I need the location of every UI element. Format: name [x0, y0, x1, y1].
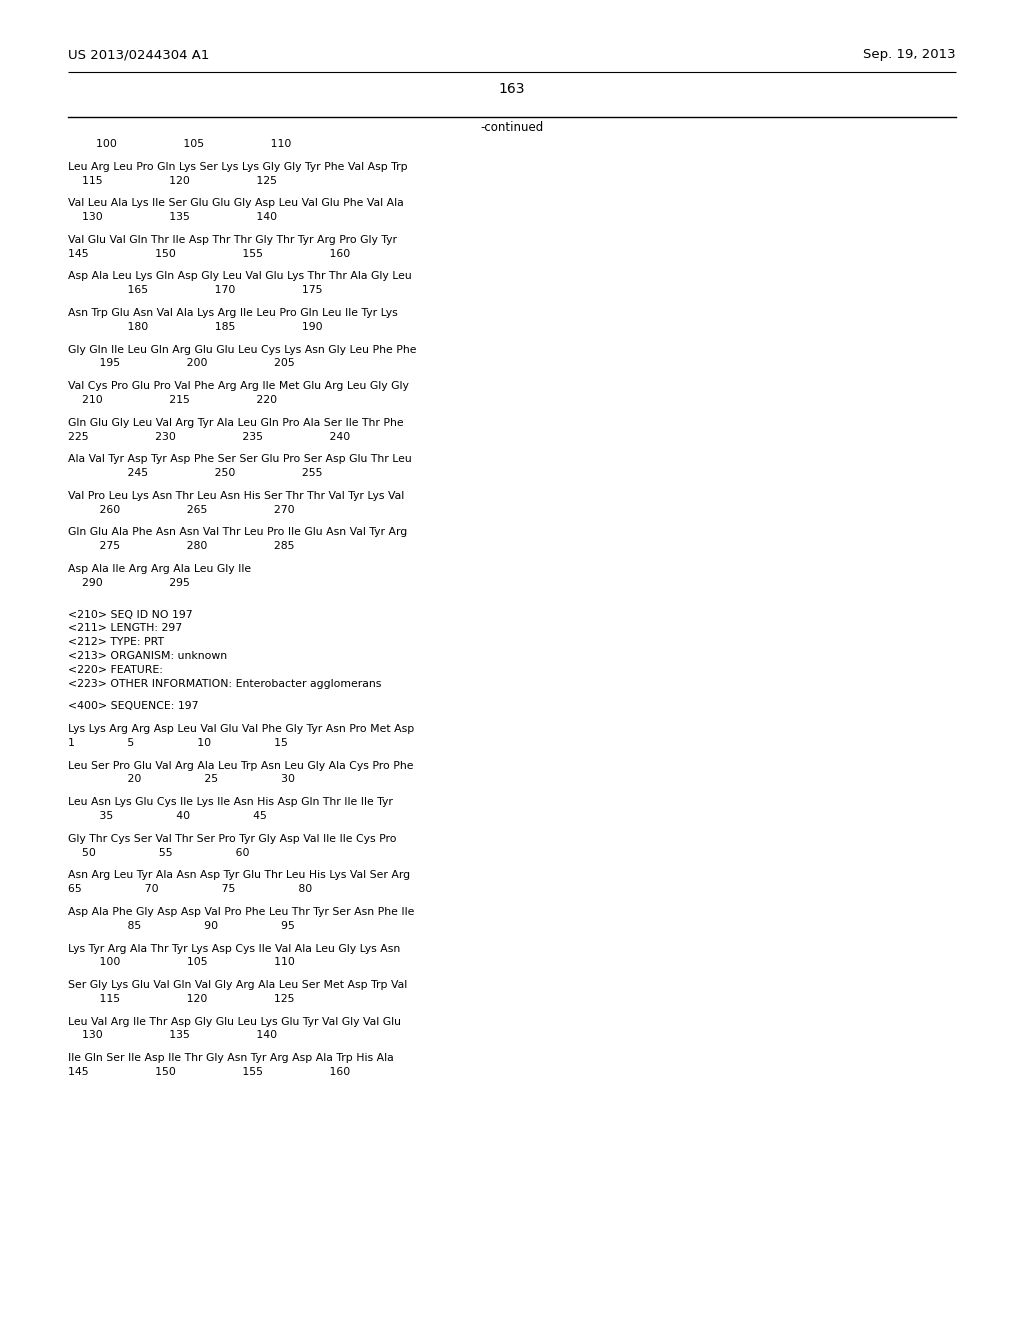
Text: 180                   185                   190: 180 185 190 — [68, 322, 323, 331]
Text: Val Leu Ala Lys Ile Ser Glu Glu Gly Asp Leu Val Glu Phe Val Ala: Val Leu Ala Lys Ile Ser Glu Glu Gly Asp … — [68, 198, 403, 209]
Text: 260                   265                   270: 260 265 270 — [68, 504, 295, 515]
Text: 85                  90                  95: 85 90 95 — [68, 921, 295, 931]
Text: Gly Thr Cys Ser Val Thr Ser Pro Tyr Gly Asp Val Ile Ile Cys Pro: Gly Thr Cys Ser Val Thr Ser Pro Tyr Gly … — [68, 834, 396, 843]
Text: 195                   200                   205: 195 200 205 — [68, 359, 295, 368]
Text: 65                  70                  75                  80: 65 70 75 80 — [68, 884, 312, 894]
Text: <220> FEATURE:: <220> FEATURE: — [68, 665, 163, 675]
Text: <400> SEQUENCE: 197: <400> SEQUENCE: 197 — [68, 701, 199, 711]
Text: Asp Ala Phe Gly Asp Asp Val Pro Phe Leu Thr Tyr Ser Asn Phe Ile: Asp Ala Phe Gly Asp Asp Val Pro Phe Leu … — [68, 907, 415, 917]
Text: Val Pro Leu Lys Asn Thr Leu Asn His Ser Thr Thr Val Tyr Lys Val: Val Pro Leu Lys Asn Thr Leu Asn His Ser … — [68, 491, 404, 500]
Text: Gln Glu Ala Phe Asn Asn Val Thr Leu Pro Ile Glu Asn Val Tyr Arg: Gln Glu Ala Phe Asn Asn Val Thr Leu Pro … — [68, 528, 408, 537]
Text: 35                  40                  45: 35 40 45 — [68, 810, 267, 821]
Text: Leu Val Arg Ile Thr Asp Gly Glu Leu Lys Glu Tyr Val Gly Val Glu: Leu Val Arg Ile Thr Asp Gly Glu Leu Lys … — [68, 1016, 401, 1027]
Text: 115                   120                   125: 115 120 125 — [68, 176, 278, 186]
Text: 1               5                  10                  15: 1 5 10 15 — [68, 738, 288, 748]
Text: Val Glu Val Gln Thr Ile Asp Thr Thr Gly Thr Tyr Arg Pro Gly Tyr: Val Glu Val Gln Thr Ile Asp Thr Thr Gly … — [68, 235, 397, 246]
Text: -continued: -continued — [480, 121, 544, 135]
Text: 130                   135                   140: 130 135 140 — [68, 213, 278, 222]
Text: 145                   150                   155                   160: 145 150 155 160 — [68, 248, 350, 259]
Text: 245                   250                   255: 245 250 255 — [68, 469, 323, 478]
Text: Asp Ala Leu Lys Gln Asp Gly Leu Val Glu Lys Thr Thr Ala Gly Leu: Asp Ala Leu Lys Gln Asp Gly Leu Val Glu … — [68, 272, 412, 281]
Text: 115                   120                   125: 115 120 125 — [68, 994, 295, 1005]
Text: 275                   280                   285: 275 280 285 — [68, 541, 295, 552]
Text: 20                  25                  30: 20 25 30 — [68, 775, 295, 784]
Text: Leu Arg Leu Pro Gln Lys Ser Lys Lys Gly Gly Tyr Phe Val Asp Trp: Leu Arg Leu Pro Gln Lys Ser Lys Lys Gly … — [68, 162, 408, 172]
Text: Lys Tyr Arg Ala Thr Tyr Lys Asp Cys Ile Val Ala Leu Gly Lys Asn: Lys Tyr Arg Ala Thr Tyr Lys Asp Cys Ile … — [68, 944, 400, 953]
Text: 290                   295: 290 295 — [68, 578, 189, 587]
Text: Gly Gln Ile Leu Gln Arg Glu Glu Leu Cys Lys Asn Gly Leu Phe Phe: Gly Gln Ile Leu Gln Arg Glu Glu Leu Cys … — [68, 345, 417, 355]
Text: 165                   170                   175: 165 170 175 — [68, 285, 323, 296]
Text: 100                   105                   110: 100 105 110 — [68, 139, 292, 149]
Text: <213> ORGANISM: unknown: <213> ORGANISM: unknown — [68, 651, 227, 661]
Text: 100                   105                   110: 100 105 110 — [68, 957, 295, 968]
Text: Asn Arg Leu Tyr Ala Asn Asp Tyr Glu Thr Leu His Lys Val Ser Arg: Asn Arg Leu Tyr Ala Asn Asp Tyr Glu Thr … — [68, 870, 411, 880]
Text: 50                  55                  60: 50 55 60 — [68, 847, 250, 858]
Text: 145                   150                   155                   160: 145 150 155 160 — [68, 1067, 350, 1077]
Text: <211> LENGTH: 297: <211> LENGTH: 297 — [68, 623, 182, 634]
Text: Asp Ala Ile Arg Arg Ala Leu Gly Ile: Asp Ala Ile Arg Arg Ala Leu Gly Ile — [68, 564, 251, 574]
Text: <210> SEQ ID NO 197: <210> SEQ ID NO 197 — [68, 610, 193, 619]
Text: Leu Ser Pro Glu Val Arg Ala Leu Trp Asn Leu Gly Ala Cys Pro Phe: Leu Ser Pro Glu Val Arg Ala Leu Trp Asn … — [68, 760, 414, 771]
Text: Ile Gln Ser Ile Asp Ile Thr Gly Asn Tyr Arg Asp Ala Trp His Ala: Ile Gln Ser Ile Asp Ile Thr Gly Asn Tyr … — [68, 1053, 394, 1063]
Text: 210                   215                   220: 210 215 220 — [68, 395, 278, 405]
Text: US 2013/0244304 A1: US 2013/0244304 A1 — [68, 48, 209, 61]
Text: 163: 163 — [499, 82, 525, 96]
Text: Ala Val Tyr Asp Tyr Asp Phe Ser Ser Glu Pro Ser Asp Glu Thr Leu: Ala Val Tyr Asp Tyr Asp Phe Ser Ser Glu … — [68, 454, 412, 465]
Text: Val Cys Pro Glu Pro Val Phe Arg Arg Ile Met Glu Arg Leu Gly Gly: Val Cys Pro Glu Pro Val Phe Arg Arg Ile … — [68, 381, 409, 391]
Text: <223> OTHER INFORMATION: Enterobacter agglomerans: <223> OTHER INFORMATION: Enterobacter ag… — [68, 678, 381, 689]
Text: Ser Gly Lys Glu Val Gln Val Gly Arg Ala Leu Ser Met Asp Trp Val: Ser Gly Lys Glu Val Gln Val Gly Arg Ala … — [68, 981, 408, 990]
Text: Sep. 19, 2013: Sep. 19, 2013 — [863, 48, 956, 61]
Text: Lys Lys Arg Arg Asp Leu Val Glu Val Phe Gly Tyr Asn Pro Met Asp: Lys Lys Arg Arg Asp Leu Val Glu Val Phe … — [68, 725, 415, 734]
Text: Leu Asn Lys Glu Cys Ile Lys Ile Asn His Asp Gln Thr Ile Ile Tyr: Leu Asn Lys Glu Cys Ile Lys Ile Asn His … — [68, 797, 393, 808]
Text: 225                   230                   235                   240: 225 230 235 240 — [68, 432, 350, 442]
Text: Asn Trp Glu Asn Val Ala Lys Arg Ile Leu Pro Gln Leu Ile Tyr Lys: Asn Trp Glu Asn Val Ala Lys Arg Ile Leu … — [68, 308, 397, 318]
Text: Gln Glu Gly Leu Val Arg Tyr Ala Leu Gln Pro Ala Ser Ile Thr Phe: Gln Glu Gly Leu Val Arg Tyr Ala Leu Gln … — [68, 417, 403, 428]
Text: 130                   135                   140: 130 135 140 — [68, 1031, 278, 1040]
Text: <212> TYPE: PRT: <212> TYPE: PRT — [68, 638, 164, 647]
